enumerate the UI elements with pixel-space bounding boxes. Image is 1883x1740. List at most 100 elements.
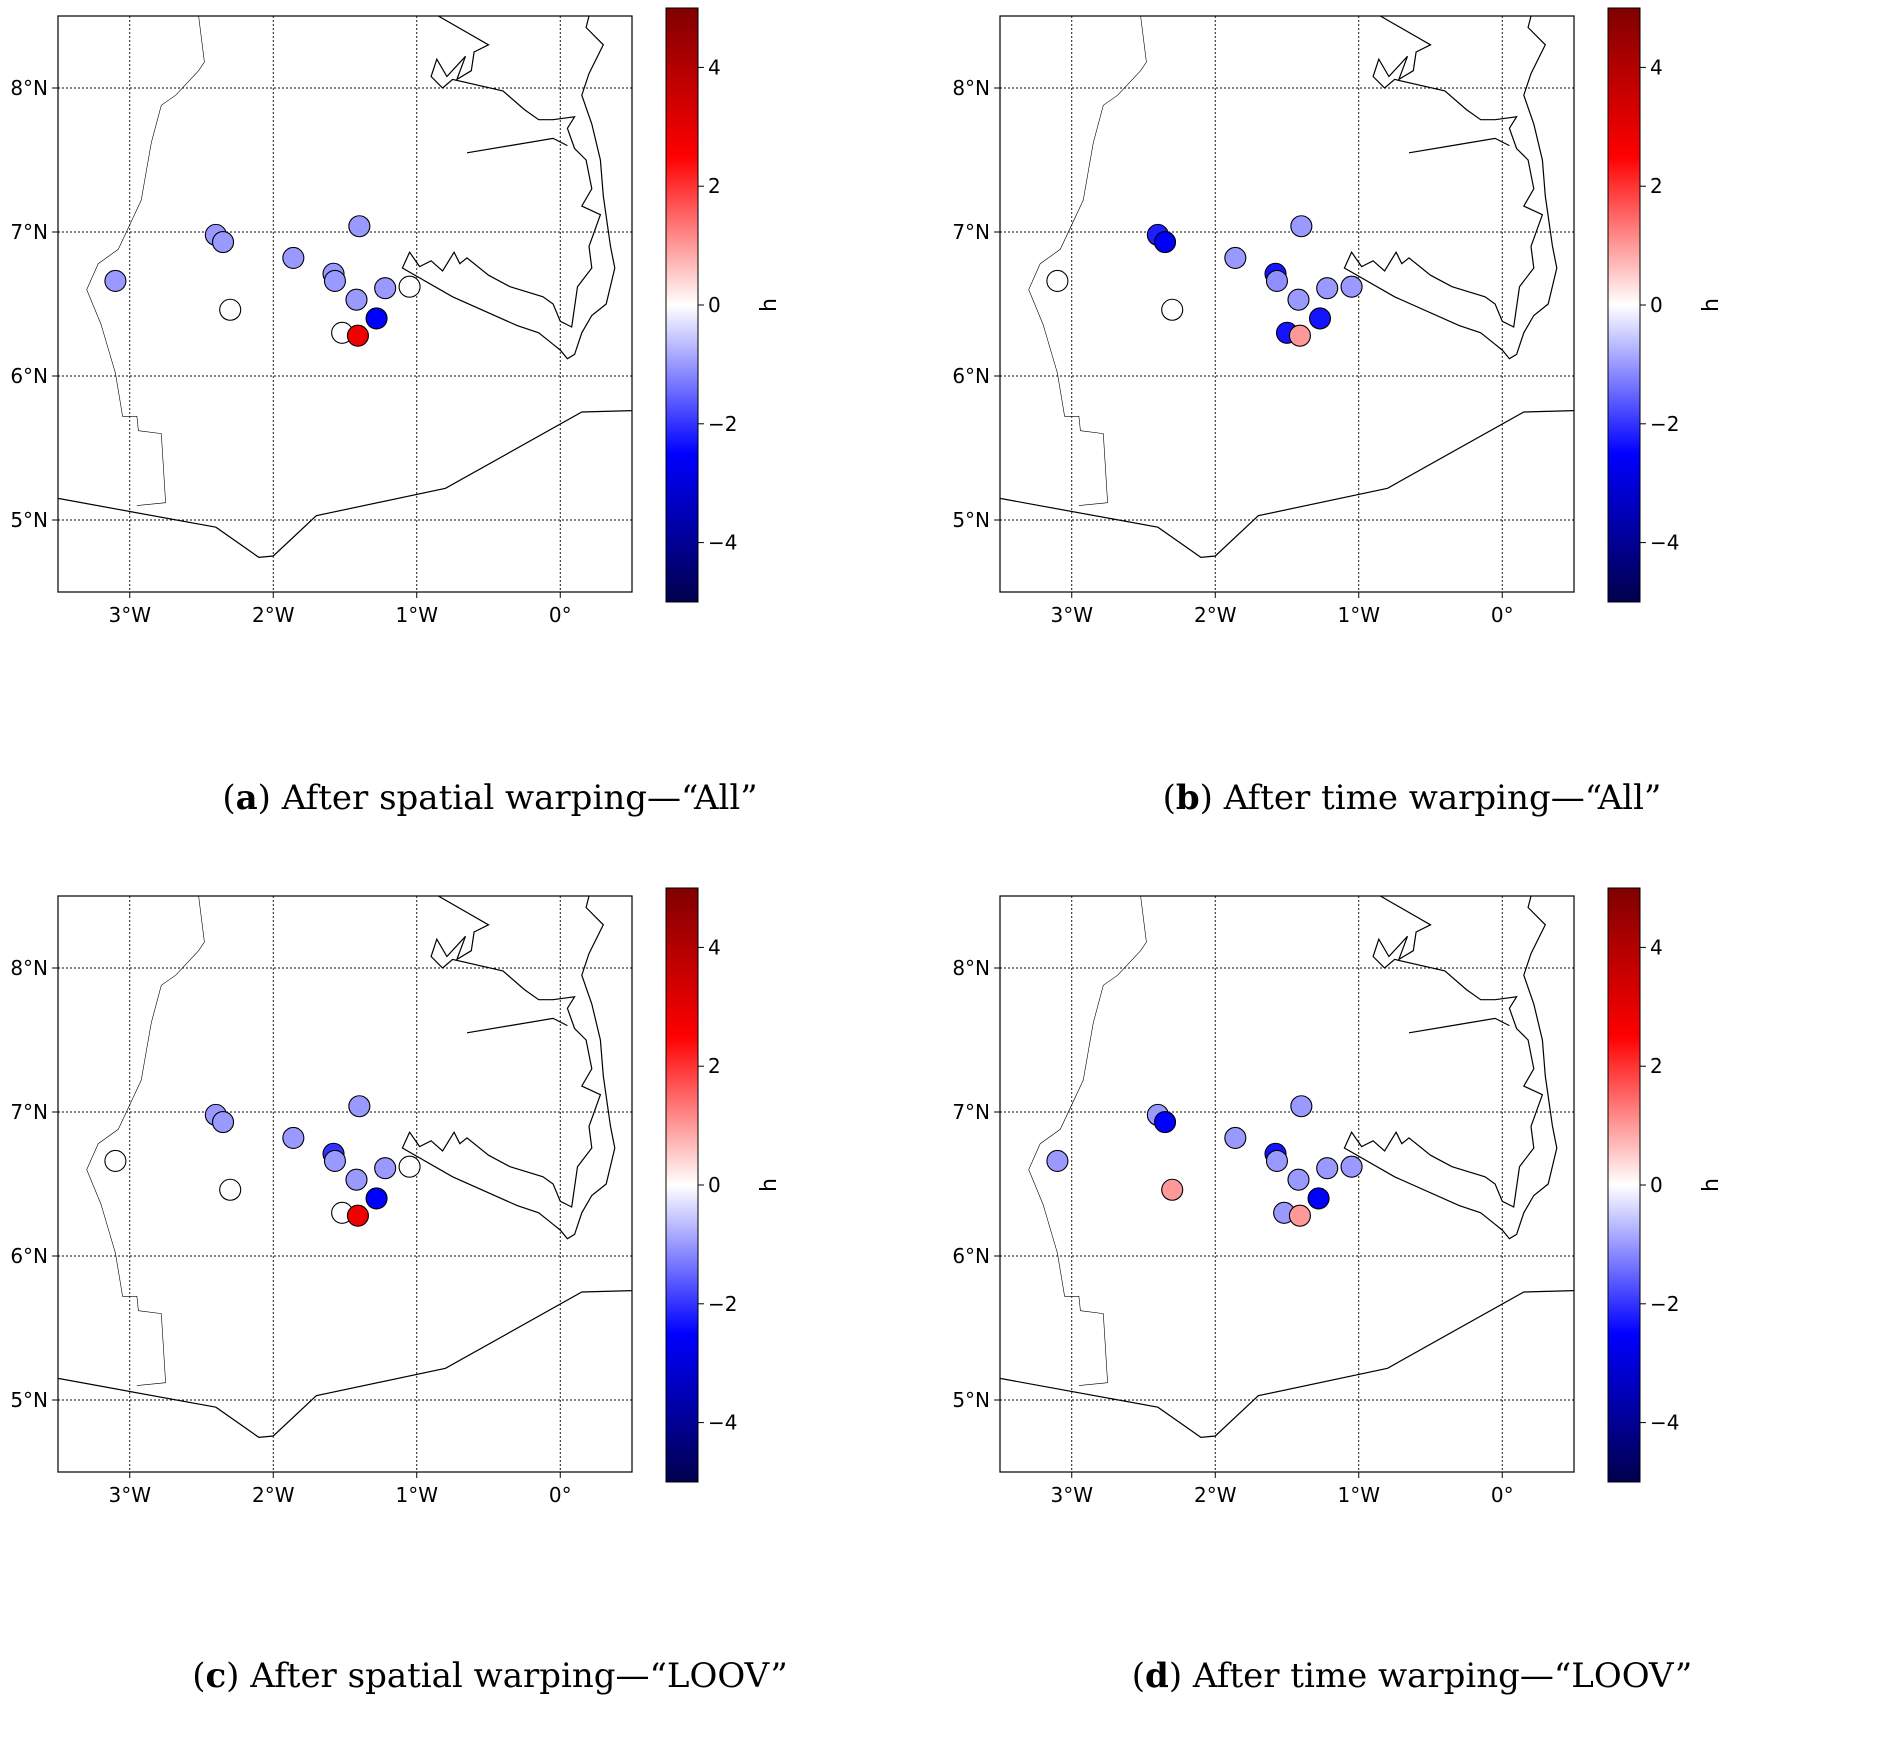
station-marker-10: [398, 1155, 421, 1178]
colorbar-label: h: [1699, 298, 1724, 312]
plot-frame: [57, 15, 633, 593]
colorbar-tick-label-4: 4: [1650, 55, 1663, 79]
y-tick-label-1: 6°N: [952, 1244, 990, 1268]
station-marker-3: [1161, 1178, 1184, 1201]
west-border: [86, 16, 205, 506]
colorbar: [665, 7, 699, 603]
station-marker-9: [374, 277, 397, 300]
south-coastline: [58, 410, 632, 559]
station-marker-4: [1224, 1126, 1247, 1149]
station-marker-9: [374, 1157, 397, 1180]
caption-text-d: After time warping—“LOOV”: [1192, 1656, 1693, 1696]
y-tick-label-3: 8°N: [10, 76, 48, 100]
station-marker-4: [282, 246, 305, 269]
y-tick-label-1: 6°N: [952, 364, 990, 388]
colorbar-tick-label-1: −2: [708, 412, 737, 436]
x-tick-label-3: 0°: [549, 603, 572, 627]
colorbar-tick-label-0: −4: [708, 1411, 737, 1435]
station-marker-8: [345, 288, 368, 311]
map-layer: [1000, 896, 1574, 1472]
caption-text-b: After time warping—“All”: [1223, 778, 1662, 818]
lake-volta-arm: [466, 137, 568, 154]
map-scatter-plot-b: 3°W 2°W 1°W 0° 5°N 6°N 7°N 8°N −4 −2 0 2 4 h: [952, 7, 1724, 627]
lake-volta-arm: [1408, 1017, 1510, 1034]
lake-volta-outline: [1343, 16, 1558, 360]
station-marker-12: [365, 1187, 388, 1210]
y-tick-label-1: 6°N: [10, 364, 48, 388]
map-layer: [58, 16, 632, 592]
station-marker-12: [365, 307, 388, 330]
station-marker-4: [282, 1126, 305, 1149]
colorbar-tick-label-1: −2: [708, 1292, 737, 1316]
colorbar-tick-label-0: −4: [1650, 531, 1679, 555]
station-marker-9: [1316, 1157, 1339, 1180]
station-marker-7: [348, 1095, 371, 1118]
station-marker-8: [1287, 1168, 1310, 1191]
colorbar-tick-label-2: 0: [1650, 1173, 1663, 1197]
x-tick-label-3: 0°: [1491, 1483, 1514, 1507]
station-marker-8: [1287, 288, 1310, 311]
y-tick-label-3: 8°N: [952, 956, 990, 980]
station-marker-0: [1046, 1149, 1069, 1173]
x-tick-label-1: 2°W: [1194, 603, 1237, 627]
station-marker-7: [1290, 215, 1313, 238]
station-marker-13: [1288, 1204, 1311, 1227]
colorbar-tick-label-0: −4: [1650, 1411, 1679, 1435]
y-tick-label-2: 7°N: [10, 220, 48, 244]
station-marker-9: [1316, 277, 1339, 300]
x-tick-label-2: 1°W: [396, 1483, 439, 1507]
colorbar-label: h: [757, 298, 782, 312]
colorbar-tick-label-1: −2: [1650, 1292, 1679, 1316]
colorbar-label: h: [757, 1178, 782, 1192]
map-layer: [58, 896, 632, 1472]
caption-text-c: After spatial warping—“LOOV”: [250, 1656, 788, 1696]
x-tick-label-2: 1°W: [396, 603, 439, 627]
lake-volta-arm: [466, 1017, 568, 1034]
caption-letter-a: a: [235, 778, 258, 818]
plot-area: [58, 896, 632, 1472]
west-border: [86, 896, 205, 1386]
map-layer: [1000, 16, 1574, 592]
caption-letter-c: c: [205, 1656, 227, 1696]
station-marker-0: [104, 269, 127, 293]
plot-area: [58, 16, 632, 592]
station-marker-6: [1265, 269, 1289, 293]
caption-letter-b: b: [1175, 778, 1200, 818]
colorbar-tick-label-2: 0: [1650, 293, 1663, 317]
caption-c: (c) After spatial warping—“LOOV”: [192, 1656, 788, 1696]
y-tick-label-0: 5°N: [10, 508, 48, 532]
y-tick-label-2: 7°N: [952, 1100, 990, 1124]
lake-volta-arm: [1408, 137, 1510, 154]
y-tick-label-3: 8°N: [10, 956, 48, 980]
x-tick-label-2: 1°W: [1338, 1483, 1381, 1507]
station-marker-4: [1224, 246, 1247, 269]
colorbar: [1607, 887, 1641, 1483]
station-marker-13: [346, 324, 369, 347]
colorbar-tick-label-4: 4: [1650, 935, 1663, 959]
y-tick-label-0: 5°N: [952, 1388, 990, 1412]
station-marker-10: [1340, 275, 1363, 298]
y-tick-label-2: 7°N: [10, 1100, 48, 1124]
station-marker-2: [211, 231, 235, 254]
station-marker-12: [1307, 1187, 1330, 1210]
station-marker-3: [1161, 298, 1184, 321]
station-marker-12: [1308, 307, 1332, 330]
station-marker-2: [211, 1111, 235, 1134]
lake-volta-outline: [401, 16, 616, 360]
colorbar: [665, 887, 699, 1483]
y-tick-label-3: 8°N: [952, 76, 990, 100]
plot-area: [1000, 896, 1574, 1472]
caption-letter-d: d: [1145, 1656, 1169, 1696]
panel-d: 3°W 2°W 1°W 0° 5°N 6°N 7°N 8°N −4 −2 0 2 4 h (d) Afte…: [942, 880, 1882, 1740]
south-coastline: [1000, 1290, 1574, 1439]
west-border: [1028, 896, 1147, 1386]
south-coastline: [1000, 410, 1574, 559]
x-tick-label-3: 0°: [1491, 603, 1514, 627]
caption-text-a: After spatial warping—“All”: [281, 778, 758, 818]
colorbar-tick-label-3: 2: [708, 174, 721, 198]
station-marker-6: [323, 1149, 347, 1173]
x-tick-label-1: 2°W: [252, 603, 295, 627]
station-marker-6: [1265, 1149, 1289, 1173]
y-tick-label-1: 6°N: [10, 1244, 48, 1268]
map-scatter-plot-d: 3°W 2°W 1°W 0° 5°N 6°N 7°N 8°N −4 −2 0 2 4 h: [952, 887, 1724, 1507]
